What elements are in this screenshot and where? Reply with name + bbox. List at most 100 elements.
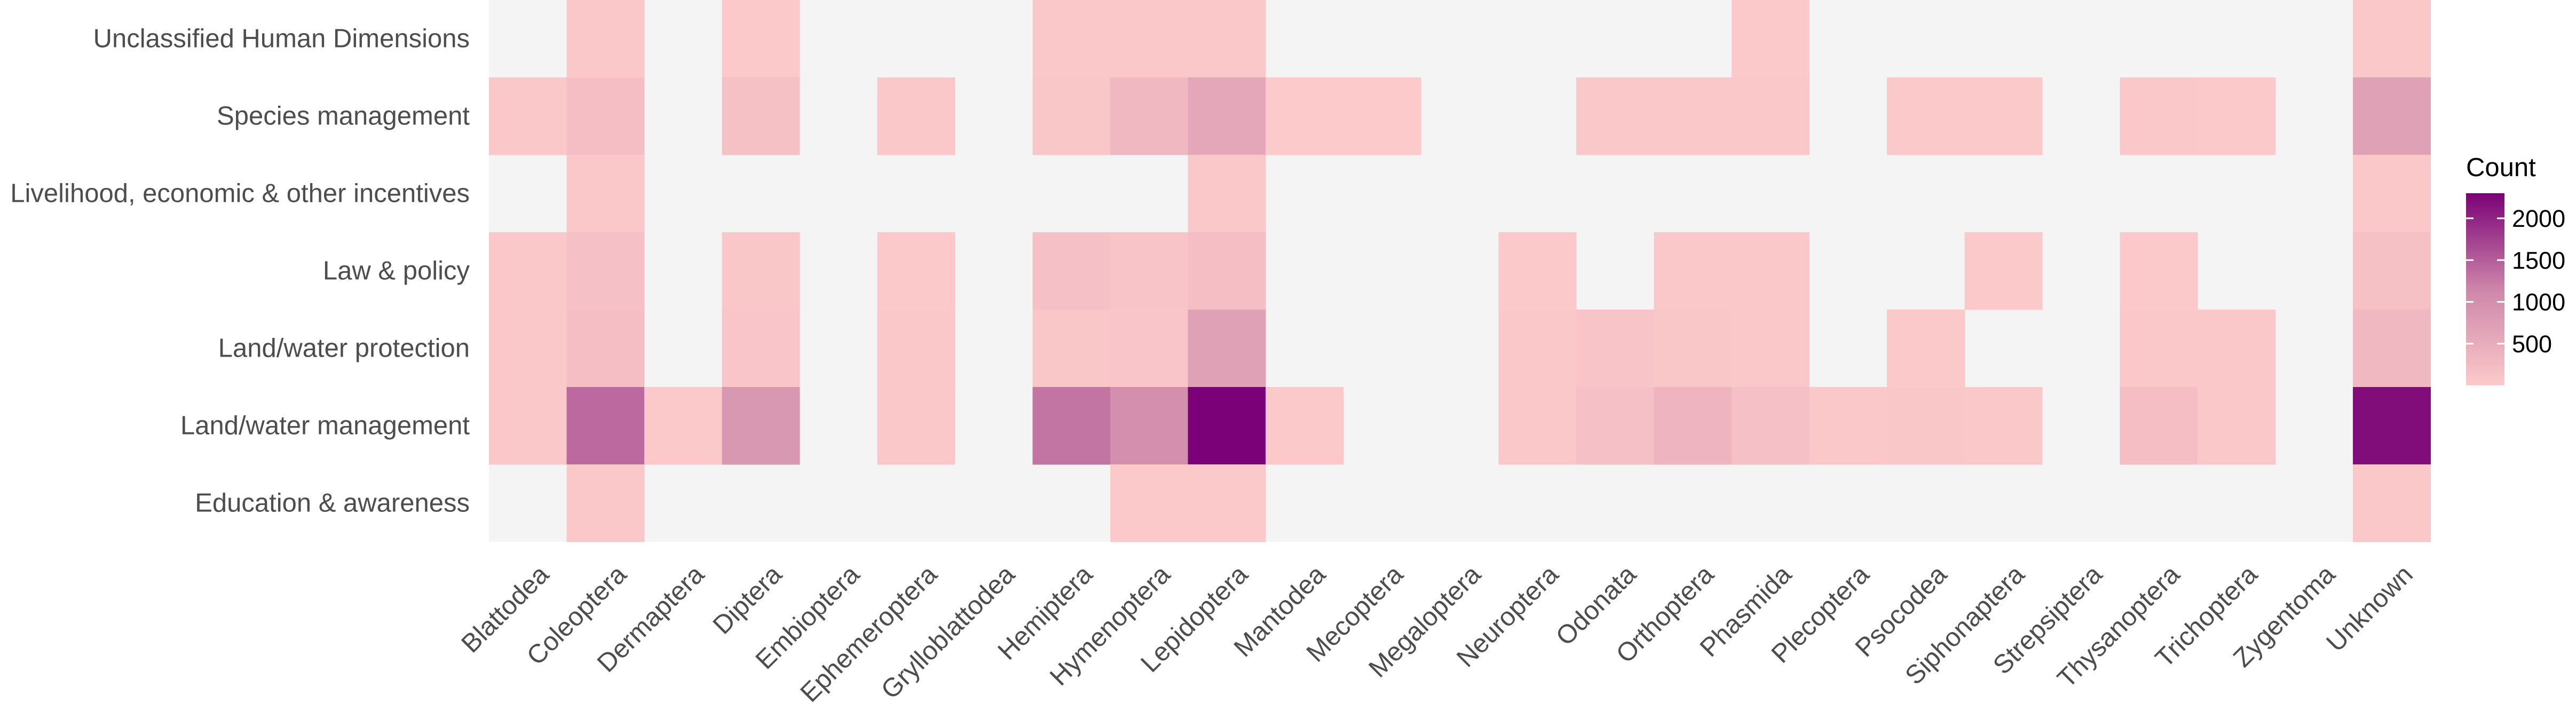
y-tick-label: Land/water protection [218,334,470,363]
heatmap-cell [1032,310,1111,388]
heatmap-cell [566,77,645,155]
color-legend: Count 500 1000 1500 2000 [2466,153,2565,385]
heatmap-cell [489,387,567,465]
heatmap-cell [1110,0,1188,78]
heatmap-cell [1188,387,1266,465]
heatmap-cell [1654,387,1732,465]
heatmap-cell [2198,77,2275,155]
heatmap-cell [1964,387,2043,465]
heatmap-cell [722,310,800,388]
legend-tick-label: 2000 [2512,205,2565,232]
heatmap-cell [489,232,567,310]
heatmap-cell [1887,77,1965,155]
heatmap-cell [1110,387,1188,465]
heatmap-cell [1732,387,1809,465]
heatmap-cell [1032,232,1111,310]
heatmap-cell [489,310,567,388]
legend-tick-label: 1500 [2512,247,2565,274]
heatmap-cell [1809,387,1887,465]
heatmap-cell [566,387,645,465]
heatmap-cell [1887,310,1965,388]
heatmap-cell [1110,232,1188,310]
heatmap-cell [877,310,955,388]
heatmap-cell [1654,232,1732,310]
heatmap-cell [2120,310,2198,388]
heatmap-cell [1188,310,1266,388]
heatmap-cell [2353,155,2431,233]
heatmap-cell [2353,77,2431,155]
x-axis-labels: BlattodeaColeopteraDermapteraDipteraEmbi… [456,559,2419,703]
heatmap-cell [2120,232,2198,310]
y-tick-label: Law & policy [323,257,470,286]
heatmap-cell [1032,77,1111,155]
x-tick-label: Unknown [2321,560,2419,658]
heatmap-cell [2120,387,2198,465]
heatmap-panel [489,0,2431,542]
legend-tick-label: 500 [2512,330,2552,358]
panel-background [489,0,2431,542]
heatmap-cell [489,77,567,155]
heatmap-cell [722,0,800,78]
heatmap-cell [1110,310,1188,388]
heatmap-cell [1188,77,1266,155]
heatmap-cell [566,464,645,542]
y-tick-label: Unclassified Human Dimensions [93,25,470,53]
heatmap-cell [2353,310,2431,388]
heatmap-cell [1732,232,1809,310]
heatmap-cell [722,232,800,310]
legend-colorbar [2466,193,2504,385]
heatmap-cell [1188,155,1266,233]
x-tick-label: Ephemeroptera [795,559,943,703]
heatmap-cell [1188,464,1266,542]
heatmap-cell [2353,232,2431,310]
x-tick-label: Grylloblattodea [876,559,1021,703]
heatmap-cell [1498,387,1577,465]
legend-tick-label: 1000 [2512,289,2565,316]
heatmap-cell [1266,387,1344,465]
heatmap-cell [1654,310,1732,388]
heatmap-cell [1964,77,2043,155]
y-tick-label: Education & awareness [195,489,470,518]
heatmap-cell [877,387,955,465]
heatmap-cell [1732,310,1809,388]
heatmap-cell [722,387,800,465]
heatmap-cell [566,0,645,78]
heatmap-cell [1887,387,1965,465]
heatmap-cell [2353,387,2431,465]
legend-title: Count [2466,153,2536,182]
heatmap-cell [1576,310,1654,388]
y-tick-label: Species management [217,102,470,131]
heatmap-cell [1188,0,1266,78]
y-tick-label: Land/water management [180,412,470,440]
heatmap-cell [1498,232,1577,310]
heatmap-cell [1732,0,1809,78]
heatmap-cell [1343,77,1421,155]
heatmap-cell [566,310,645,388]
heatmap-cell [1576,77,1654,155]
heatmap-cell [2198,387,2275,465]
heatmap-cell [877,77,955,155]
heatmap-cell [566,155,645,233]
heatmap-cell [1266,77,1344,155]
heatmap-cell [1110,77,1188,155]
heatmap-cell [2353,0,2431,78]
heatmap-cell [2198,310,2275,388]
heatmap-cell [2353,464,2431,542]
heatmap-cell [877,232,955,310]
heatmap-cell [1110,464,1188,542]
heatmap-cell [1032,0,1111,78]
heatmap-cell [1188,232,1266,310]
heatmap-cell [1576,387,1654,465]
heatmap-cell [1964,232,2043,310]
heatmap-cell [1498,310,1577,388]
y-axis-labels: Unclassified Human Dimensions Species man… [10,25,470,518]
y-tick-label: Livelihood, economic & other incentives [10,179,470,208]
heatmap-cell [1654,77,1732,155]
legend-ticks: 500 1000 1500 2000 [2466,205,2565,358]
heatmap-cell [1032,387,1111,465]
x-tick-label: Diptera [707,559,787,639]
heatmap-cell [644,387,722,465]
heatmap-cell [2120,77,2198,155]
heatmap-cell [1732,77,1809,155]
